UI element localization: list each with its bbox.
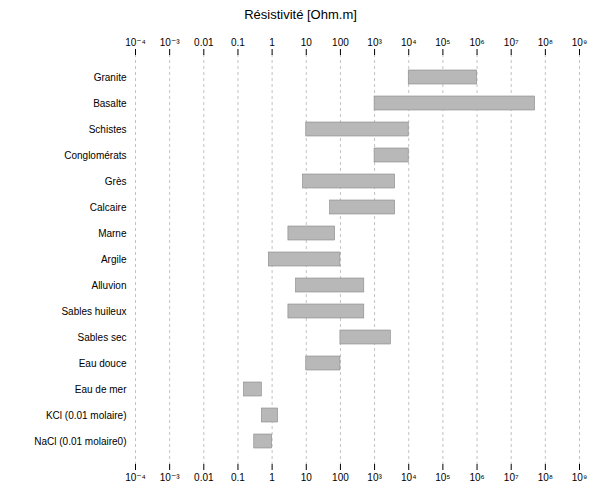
svg-text:10⁵: 10⁵ — [435, 472, 450, 483]
svg-text:Conglomérats: Conglomérats — [64, 150, 126, 161]
svg-text:10³: 10³ — [367, 37, 382, 48]
svg-text:10⁻⁴: 10⁻⁴ — [125, 37, 146, 48]
svg-text:10: 10 — [301, 37, 313, 48]
svg-text:10⁹: 10⁹ — [572, 472, 587, 483]
svg-text:Eau de mer: Eau de mer — [75, 384, 127, 395]
svg-text:Marne: Marne — [98, 228, 127, 239]
svg-text:10⁷: 10⁷ — [504, 37, 519, 48]
svg-text:10⁶: 10⁶ — [469, 472, 484, 483]
svg-text:0.01: 0.01 — [194, 37, 214, 48]
svg-text:10⁴: 10⁴ — [401, 37, 416, 48]
svg-text:0.1: 0.1 — [231, 472, 245, 483]
svg-text:0.01: 0.01 — [194, 472, 214, 483]
svg-text:10⁹: 10⁹ — [572, 37, 587, 48]
svg-text:10⁶: 10⁶ — [469, 37, 484, 48]
svg-text:10⁸: 10⁸ — [538, 472, 553, 483]
svg-text:10⁻⁴: 10⁻⁴ — [125, 472, 146, 483]
svg-text:NaCl (0.01 molaire0): NaCl (0.01 molaire0) — [34, 436, 126, 447]
svg-text:Schistes: Schistes — [89, 124, 127, 135]
svg-text:100: 100 — [332, 37, 349, 48]
svg-text:Basalte: Basalte — [93, 98, 127, 109]
html-text:Résistivité [Ohm.m]: Résistivité [Ohm.m] — [244, 7, 357, 22]
svg-text:100: 100 — [332, 472, 349, 483]
svg-text:Argile: Argile — [101, 254, 127, 265]
svg-text:10⁻³: 10⁻³ — [160, 37, 180, 48]
svg-text:10³: 10³ — [367, 472, 382, 483]
svg-text:0.1: 0.1 — [231, 37, 245, 48]
svg-text:KCl (0.01 molaire): KCl (0.01 molaire) — [46, 410, 127, 421]
svg-text:10⁴: 10⁴ — [401, 472, 416, 483]
svg-text:Sables sec: Sables sec — [78, 332, 127, 343]
svg-text:1: 1 — [269, 37, 275, 48]
svg-text:Sables huileux: Sables huileux — [61, 306, 126, 317]
svg-text:10⁷: 10⁷ — [504, 472, 519, 483]
svg-text:10⁵: 10⁵ — [435, 37, 450, 48]
svg-text:Granite: Granite — [94, 72, 127, 83]
svg-text:Alluvion: Alluvion — [91, 280, 126, 291]
svg-text:1: 1 — [269, 472, 275, 483]
svg-text:Calcaire: Calcaire — [90, 202, 127, 213]
svg-text:Grès: Grès — [105, 176, 127, 187]
svg-text:10: 10 — [301, 472, 313, 483]
svg-text:10⁻³: 10⁻³ — [160, 472, 180, 483]
svg-text:Eau douce: Eau douce — [79, 358, 127, 369]
svg-text:10⁸: 10⁸ — [538, 37, 553, 48]
